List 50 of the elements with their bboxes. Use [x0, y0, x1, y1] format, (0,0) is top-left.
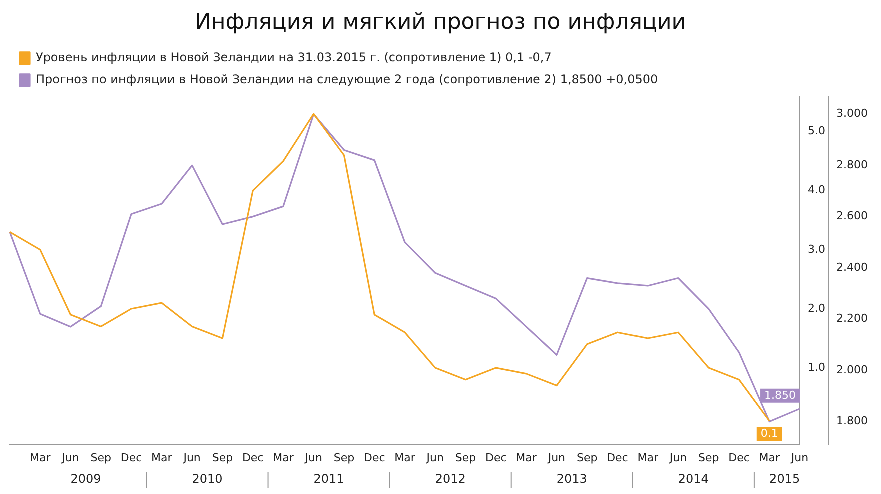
- x-tick-label: Jun: [790, 451, 809, 464]
- x-tick-label: Jun: [547, 451, 566, 464]
- text: 2010: [192, 472, 223, 486]
- y2-tick-label: 2.600: [836, 210, 868, 223]
- y2-tick-label: 2.800: [836, 158, 868, 172]
- y2-tick-label: 3.000: [836, 107, 868, 120]
- y-tick-label: 2.0: [808, 302, 826, 315]
- y-tick-label: 3.0: [808, 242, 826, 256]
- x-tick-label: Jun: [426, 451, 444, 464]
- chart-title: Инфляция и мягкий прогноз по инфляции: [194, 10, 686, 35]
- y-tick-label: 5.0: [808, 124, 826, 138]
- text: 2013: [556, 472, 588, 486]
- y-tick-label: 4.0: [808, 184, 826, 197]
- x-tick-label: Dec: [242, 451, 264, 464]
- y2-tick-label: 1.800: [836, 414, 868, 428]
- x-tick-label: Dec: [120, 451, 142, 464]
- x-tick-label: Mar: [516, 451, 538, 464]
- text: 2011: [314, 472, 344, 486]
- y2-tick-label: 2.200: [836, 312, 868, 326]
- legend-label: Прогноз по инфляции в Новой Зеландии на следующие 2 года (сопротивление 2) 1,8500 +0,0500: [36, 72, 658, 87]
- x-tick-label: Dec: [728, 451, 750, 464]
- text: 2015: [770, 472, 800, 486]
- x-tick-label: Dec: [607, 451, 628, 464]
- x-tick-label: Jun: [182, 451, 201, 464]
- data-label: 0.1: [760, 427, 778, 440]
- x-tick-label: Sep: [698, 451, 720, 464]
- x-tick-label: Sep: [90, 451, 112, 464]
- text: 2012: [435, 472, 466, 486]
- x-tick-label: Mar: [152, 451, 173, 464]
- x-tick-label: Mar: [394, 451, 416, 464]
- x-tick-label: Mar: [638, 451, 659, 464]
- x-tick-label: Sep: [455, 451, 476, 464]
- text: 2014: [678, 472, 709, 486]
- text: 2009: [70, 472, 102, 486]
- x-tick-label: Dec: [364, 451, 386, 464]
- x-tick-label: Sep: [334, 451, 355, 464]
- legend-label: Уровень инфляции в Новой Зеландии на 31.03.2015 г. (сопротивление 1) 0,1 -0,7: [36, 50, 552, 65]
- y2-tick-label: 2.000: [836, 363, 868, 376]
- y-tick-label: 1.0: [808, 360, 826, 374]
- y2-tick-label: 2.400: [836, 260, 868, 274]
- x-tick-label: Jun: [668, 451, 688, 464]
- data-label: 1.850: [764, 388, 796, 402]
- x-tick-label: Mar: [30, 451, 52, 464]
- x-tick-label: Dec: [486, 451, 507, 464]
- x-tick-label: Sep: [576, 451, 598, 464]
- x-tick-label: Mar: [273, 451, 294, 464]
- x-tick-label: Sep: [212, 451, 234, 464]
- x-tick-label: Jun: [304, 451, 322, 464]
- x-tick-label: Mar: [759, 451, 780, 464]
- x-tick-label: Jun: [61, 451, 80, 464]
